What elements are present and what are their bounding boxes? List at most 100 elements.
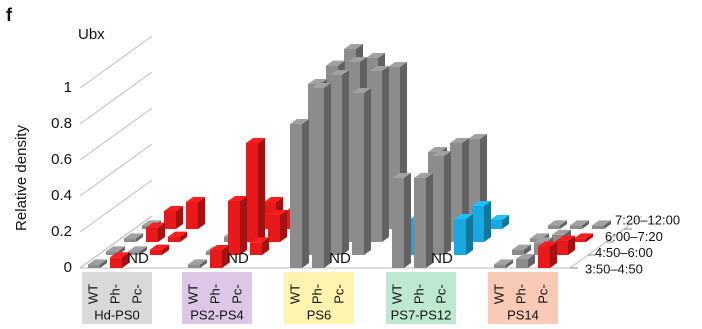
bar-top (146, 222, 165, 228)
bar-top (414, 173, 433, 178)
grid-line (79, 35, 153, 89)
bar-side (136, 233, 143, 242)
bar-top (530, 233, 549, 239)
bar-top (556, 235, 575, 241)
group-label: PS14 (507, 307, 539, 322)
bar-side (528, 254, 535, 268)
subcategory-label: Ph- (309, 284, 324, 304)
bar-top (106, 246, 125, 252)
bar-side (582, 220, 589, 229)
row-label: 7:20–12:00 (615, 213, 680, 228)
bar-side (568, 235, 575, 255)
bar-side (466, 214, 473, 255)
bar-side (258, 138, 265, 242)
bar-side (158, 222, 165, 242)
bar-side (444, 151, 451, 255)
bar-top (534, 237, 553, 243)
row-label: 4:50–6:00 (595, 245, 653, 260)
y-tick-label: 1 (64, 79, 72, 96)
bar (490, 220, 502, 229)
bar-top (366, 53, 385, 58)
value-label: ND (431, 250, 453, 267)
row-label: 3:50–4:50 (585, 261, 643, 276)
bar-top (392, 173, 411, 178)
group-label: PS7-PS12 (391, 307, 452, 322)
bar-side (484, 201, 491, 242)
grid-line (79, 107, 153, 161)
subcategory-label: Ph- (411, 284, 426, 304)
y-tick-label: 0.8 (51, 115, 72, 132)
bar (570, 225, 582, 229)
bar-side (162, 244, 169, 255)
bar (548, 225, 560, 229)
bar-top (186, 197, 205, 202)
bar-side (506, 259, 513, 268)
subcategory-label: Ph- (513, 284, 528, 304)
bar-side (176, 206, 183, 229)
bar-side (262, 237, 269, 255)
bar-top (490, 215, 509, 220)
y-tick-label: 0.6 (51, 151, 72, 168)
group-box (182, 272, 252, 324)
bar-top (188, 259, 207, 265)
bar-top (388, 62, 407, 67)
bar (186, 202, 198, 229)
bar-side (502, 215, 509, 229)
subcategory-label: Pc- (129, 284, 144, 304)
bar (110, 257, 122, 268)
bar-top (264, 197, 283, 202)
subcategory-label: WT (185, 284, 200, 304)
bar (312, 88, 324, 268)
bar (392, 178, 404, 268)
bar-side (342, 70, 349, 255)
bar-top (312, 83, 331, 88)
bar (552, 234, 564, 242)
bar-side (302, 119, 309, 268)
bar-top (246, 138, 265, 143)
bar-side (604, 220, 611, 229)
bar-side (364, 88, 371, 255)
bar-side (426, 173, 433, 268)
bar (330, 75, 342, 255)
bar (268, 215, 280, 242)
group-label: PS6 (307, 307, 332, 322)
bar-side (198, 197, 205, 229)
bar (210, 250, 222, 268)
bar (352, 93, 364, 255)
bar-top (110, 252, 129, 258)
bar-top (450, 138, 469, 143)
bar (574, 238, 586, 242)
subcategory-label: WT (85, 284, 100, 304)
bar-top (142, 220, 161, 226)
bar-top (250, 237, 269, 243)
bar (516, 259, 528, 268)
bar-top (472, 201, 491, 206)
subcategory-label: Ph- (107, 284, 122, 304)
group-box (386, 272, 456, 324)
bar (414, 178, 426, 268)
bar (168, 236, 180, 242)
group-label: Hd-PS0 (94, 307, 140, 322)
bar-top (164, 206, 183, 211)
value-label: ND (127, 250, 149, 267)
chart-title: Ubx (78, 26, 105, 43)
bar (530, 238, 542, 242)
bar (188, 264, 200, 268)
value-label: ND (329, 250, 351, 267)
bar-side (100, 259, 107, 268)
bar-top (538, 241, 557, 247)
bar (124, 238, 136, 242)
bar-top (512, 244, 531, 250)
bar-side (280, 210, 287, 242)
bar-top (348, 57, 367, 62)
bar-side (140, 246, 147, 255)
bar-top (228, 196, 247, 201)
bar (592, 225, 604, 229)
grid-line (79, 179, 153, 233)
bar (472, 206, 484, 242)
bar-top (168, 231, 187, 237)
bar-top (548, 220, 567, 226)
subcategory-label: Pc- (229, 284, 244, 304)
y-tick-label: 0 (64, 259, 72, 276)
